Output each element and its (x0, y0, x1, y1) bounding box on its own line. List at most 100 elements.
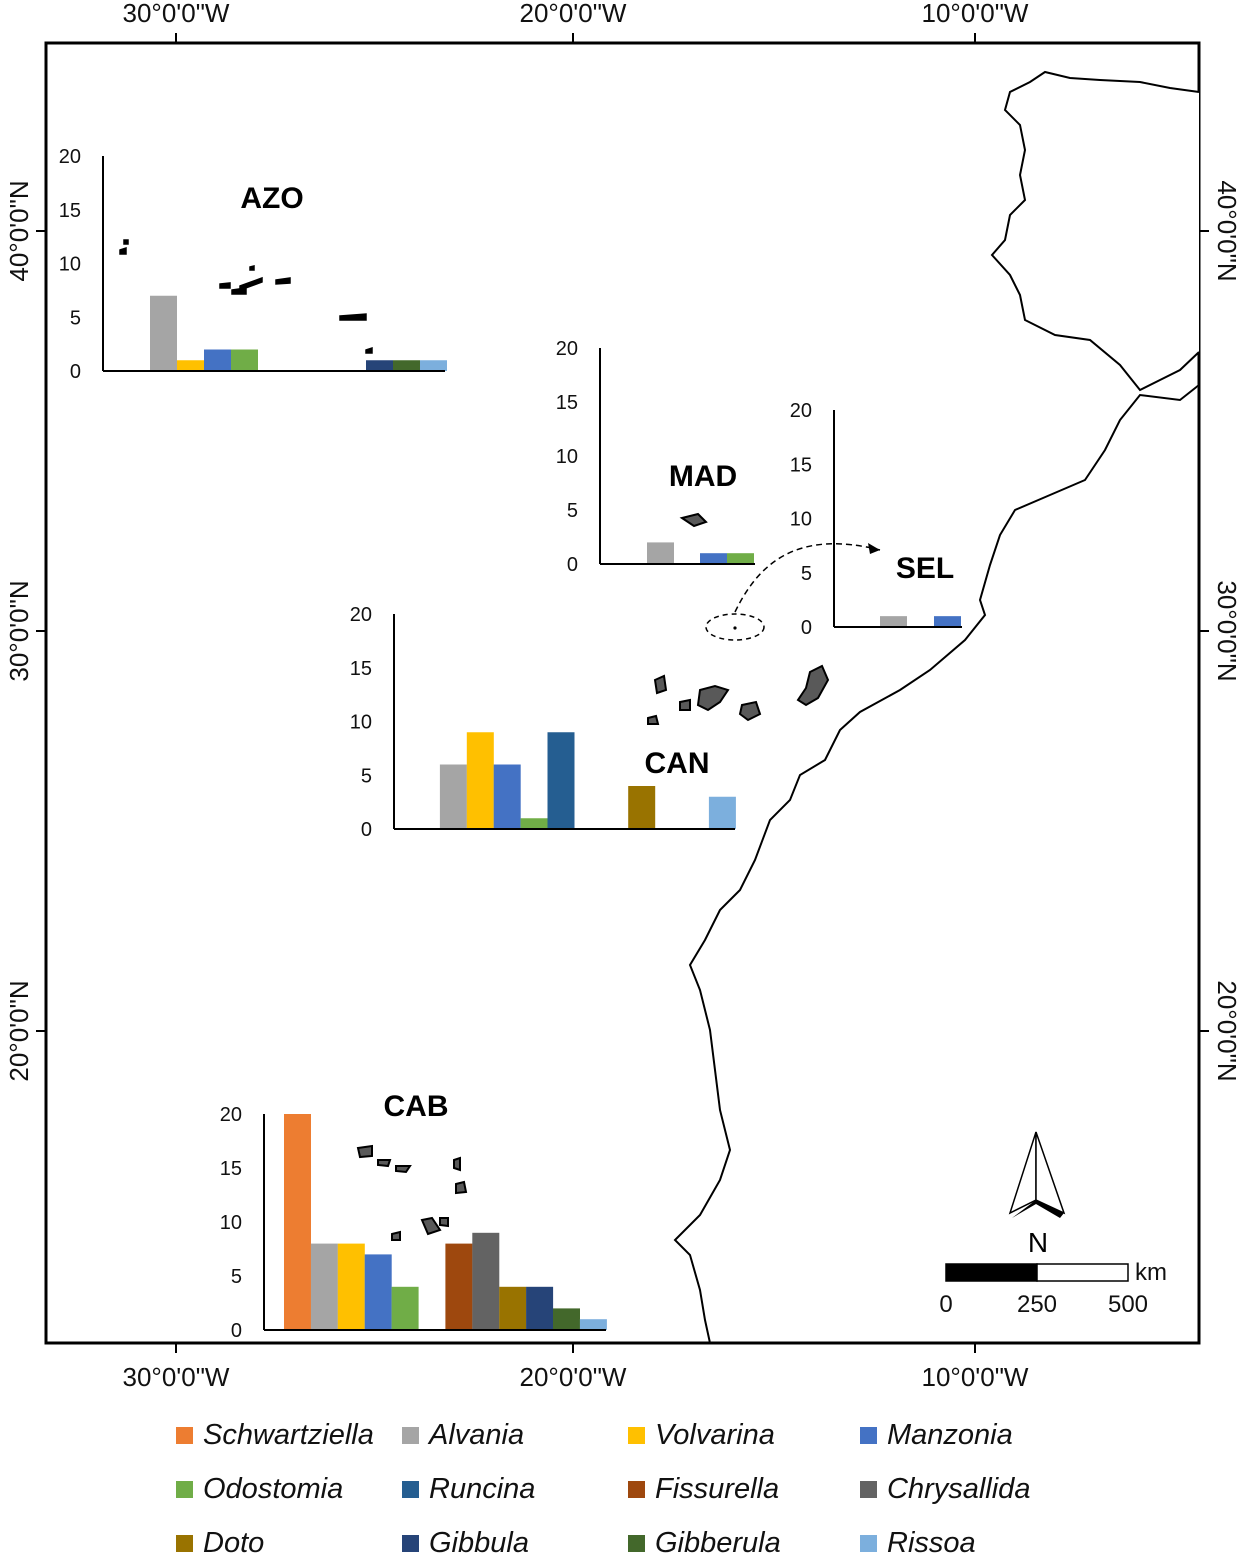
bar-sel-manzonia (934, 616, 961, 627)
legend-label: Rissoa (887, 1526, 976, 1559)
tick-label-sel-5: 5 (801, 563, 812, 585)
scale-label-500: 500 (1108, 1291, 1148, 1318)
bar-azo-gibberula (393, 360, 420, 371)
legend-swatch (860, 1426, 877, 1444)
bar-mad-manzonia (700, 553, 727, 564)
legend-item-alvania: Alvania (402, 1418, 524, 1452)
islands (356, 512, 830, 1241)
tick-label-sel-15: 15 (790, 454, 812, 476)
bar-cab-rissoa (579, 1319, 607, 1330)
bar-cab-odostomia (391, 1286, 419, 1330)
legend-label: Schwartziella (203, 1418, 374, 1451)
charts-layer: 0 5 10 15 20 AZO 0 5 10 15 20 MAD 0 5 10 15 20 SEL 0 5 10 15 2… (59, 146, 962, 1342)
legend-label: Volvarina (655, 1418, 775, 1451)
lon-label-bottom-20w: 20°0'0"W (520, 1362, 627, 1392)
chart-cab: 0 5 10 15 20 CAB (220, 1090, 607, 1342)
lat-label-right-30n: 30°0'0"N (1212, 580, 1242, 681)
legend-item-gibbula: Gibbula (402, 1526, 529, 1560)
bar-cab-gibberula (553, 1308, 580, 1330)
legend-label: Runcina (429, 1472, 536, 1505)
scale-bar (945, 1263, 1129, 1282)
tick-label-azo-0: 0 (70, 361, 81, 383)
map-frame (44, 41, 1201, 1345)
tick-label-sel-10: 10 (790, 509, 812, 531)
legend-swatch (176, 1426, 193, 1444)
lat-label-right-40n: 40°0'0"N (1212, 180, 1242, 281)
tick-label-can-20: 20 (350, 604, 372, 626)
tick-label-sel-0: 0 (801, 617, 812, 639)
bar-sel-alvania (880, 616, 907, 627)
legend-label: Fissurella (655, 1472, 780, 1505)
legend-item-gibberula: Gibberula (628, 1526, 781, 1560)
legend-swatch (628, 1426, 645, 1444)
legend-swatch (402, 1480, 419, 1498)
tick-label-azo-5: 5 (70, 307, 81, 329)
tick-label-mad-10: 10 (556, 446, 578, 468)
tick-label-can-0: 0 (361, 819, 372, 841)
legend-swatch (628, 1534, 645, 1552)
legend-swatch (402, 1534, 419, 1552)
legend-label: Manzonia (887, 1418, 1013, 1451)
lon-label-top-10w: 10°0'0"W (922, 0, 1029, 28)
bar-azo-rissoa (420, 360, 447, 371)
tick-label-sel-20: 20 (790, 400, 812, 422)
lon-label-bottom-10w: 10°0'0"W (922, 1362, 1029, 1392)
tick-label-cab-20: 20 (220, 1104, 242, 1126)
scale-unit: km (1135, 1259, 1167, 1286)
lon-label-bottom-30w: 30°0'0"W (123, 1362, 230, 1392)
bar-cab-chrysallida (472, 1232, 500, 1330)
legend-swatch (628, 1480, 645, 1498)
tick-label-mad-20: 20 (556, 338, 578, 360)
azores-islands (119, 239, 373, 354)
bar-can-manzonia (493, 764, 521, 829)
legend-item-fissurella: Fissurella (628, 1472, 779, 1506)
tick-label-cab-10: 10 (220, 1212, 242, 1234)
tick-label-mad-15: 15 (556, 392, 578, 414)
bar-azo-gibbula (366, 360, 393, 371)
legend-item-schwartziella: Schwartziella (176, 1418, 374, 1452)
bar-can-odostomia (520, 818, 548, 829)
selvagens-ellipse (705, 613, 765, 641)
legend-item-volvarina: Volvarina (628, 1418, 775, 1452)
tick-label-can-5: 5 (361, 765, 372, 787)
legend-swatch (860, 1534, 877, 1552)
chart-can: 0 5 10 15 20 CAN (350, 604, 736, 841)
lat-label-left-20n: 20°0'0"N (4, 980, 34, 1081)
bar-can-runcina (547, 732, 575, 829)
selvagens-arrowhead (868, 543, 880, 554)
coastline-mainland (673, 70, 1200, 1344)
tick-label-azo-20: 20 (59, 146, 81, 168)
chart-title-sel: SEL (896, 552, 954, 585)
tick-label-can-15: 15 (350, 658, 372, 680)
bar-cab-alvania (310, 1243, 338, 1330)
lon-label-top-20w: 20°0'0"W (520, 0, 627, 28)
bar-cab-manzonia (364, 1254, 392, 1330)
legend-swatch (176, 1534, 193, 1552)
bar-can-alvania (439, 764, 467, 829)
bar-cab-fissurella (445, 1243, 473, 1330)
tick-label-azo-10: 10 (59, 254, 81, 276)
lat-label-left-40n: 40°0'0"N (4, 180, 34, 281)
bar-azo-odostomia (231, 349, 258, 371)
tick-label-mad-0: 0 (567, 554, 578, 576)
lat-label-right-20n: 20°0'0"N (1212, 980, 1242, 1081)
legend-label: Alvania (429, 1418, 525, 1451)
chart-azo: 0 5 10 15 20 AZO (59, 146, 447, 383)
legend-swatch (860, 1480, 877, 1498)
tick-label-cab-0: 0 (231, 1320, 242, 1342)
legend-item-rissoa: Rissoa (860, 1526, 976, 1560)
legend-label: Odostomia (203, 1472, 344, 1505)
legend-swatch (402, 1426, 419, 1444)
bar-azo-volvarina (177, 360, 204, 371)
bar-can-doto (628, 786, 656, 829)
legend-label: Doto (203, 1526, 265, 1559)
north-arrow (1008, 1131, 1066, 1218)
graticule-ticks (36, 33, 1209, 1353)
scale-label-250: 250 (1017, 1291, 1057, 1318)
legend-label: Chrysallida (887, 1472, 1031, 1505)
legend-label: Gibberula (655, 1526, 781, 1559)
bar-azo-alvania (150, 295, 177, 371)
chart-title-mad: MAD (669, 460, 737, 493)
tick-label-cab-15: 15 (220, 1158, 242, 1180)
